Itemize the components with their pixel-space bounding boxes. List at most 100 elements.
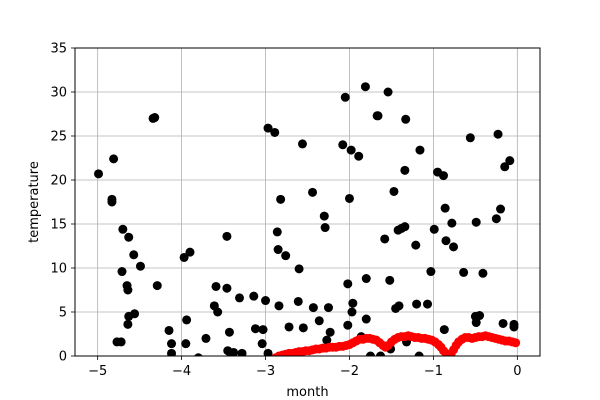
- axis-ticks: −5 −4 −3 −2 −1 0 0 5 10 15 20 25 30 35: [50, 42, 521, 380]
- scatter-point: [222, 283, 232, 293]
- scatter-point: [500, 162, 510, 172]
- scatter-point: [411, 240, 421, 250]
- scatter-point: [400, 222, 410, 232]
- plot-frame: [74, 47, 541, 357]
- scatter-point: [426, 267, 436, 277]
- scatter-point: [129, 250, 139, 260]
- scatter-point: [130, 309, 140, 319]
- scatter-point: [297, 139, 307, 149]
- scatter-point: [181, 339, 191, 349]
- scatter-point: [123, 319, 133, 329]
- scatter-point: [465, 133, 475, 143]
- scatter-point: [281, 251, 291, 261]
- scatter-point: [365, 351, 375, 356]
- scatter-series-1: [271, 331, 521, 356]
- x-tick-label: −1: [424, 364, 443, 379]
- scatter-point: [229, 347, 239, 356]
- y-tick-label: 20: [50, 174, 67, 189]
- scatter-point: [471, 318, 481, 328]
- scatter-point: [354, 151, 364, 161]
- scatter-point: [272, 227, 282, 237]
- scatter-point: [360, 82, 370, 92]
- scatter-point: [415, 145, 425, 155]
- scatter-point: [414, 351, 424, 356]
- scatter-series-0: [94, 82, 519, 356]
- scatter-point: [235, 293, 245, 303]
- scatter-point: [276, 194, 286, 204]
- scatter-point: [347, 307, 357, 317]
- scatter-point: [258, 325, 268, 335]
- scatter-point: [314, 316, 324, 326]
- scatter-point: [447, 218, 457, 228]
- scatter-point: [117, 267, 127, 277]
- x-tick-label: −2: [340, 364, 359, 379]
- scatter-point: [123, 285, 133, 295]
- x-axis-label: month: [286, 385, 328, 400]
- scatter-point: [478, 268, 488, 278]
- scatter-point: [194, 353, 203, 356]
- y-tick-label: 0: [59, 350, 67, 365]
- x-tick-label: 0: [513, 364, 521, 379]
- scatter-point: [293, 296, 303, 306]
- scatter-point: [511, 338, 521, 348]
- scatter-point: [263, 348, 273, 356]
- scatter-point: [118, 224, 128, 234]
- scatter-point: [150, 113, 160, 123]
- scatter-point: [284, 322, 294, 332]
- scatter-point: [273, 245, 283, 255]
- scatter-point: [509, 319, 519, 329]
- scatter-point: [261, 296, 271, 306]
- scatter-point: [222, 231, 232, 241]
- scatter-point: [109, 154, 119, 164]
- x-tick-label: −5: [88, 364, 107, 379]
- scatter-point: [107, 197, 117, 207]
- scatter-point: [373, 111, 383, 121]
- scatter-point: [389, 186, 399, 196]
- y-tick-label: 25: [50, 130, 67, 145]
- scatter-point: [182, 315, 192, 325]
- scatter-point: [308, 187, 318, 197]
- scatter-point: [459, 267, 469, 277]
- scatter-point: [343, 320, 353, 330]
- scatter-point: [385, 275, 395, 285]
- scatter-point: [471, 217, 481, 227]
- scatter-point: [505, 156, 515, 166]
- scatter-point: [322, 335, 332, 345]
- scatter-point: [400, 165, 410, 175]
- scatter-point: [394, 301, 404, 311]
- scatter-point: [441, 236, 451, 246]
- scatter-point: [294, 264, 304, 274]
- scatter-point: [319, 211, 329, 221]
- scatter-point: [257, 339, 267, 349]
- scatter-point: [167, 348, 177, 356]
- scatter-point: [338, 140, 348, 150]
- scatter-point: [380, 234, 390, 244]
- y-tick-label: 5: [59, 306, 67, 321]
- scatter-point: [201, 333, 211, 343]
- scatter-point: [346, 145, 356, 155]
- scatter-point: [152, 281, 162, 291]
- data-series: [94, 82, 521, 356]
- scatter-point: [270, 127, 280, 137]
- y-tick-label: 10: [50, 262, 67, 277]
- y-axis-label: temperature: [27, 161, 42, 243]
- scatter-point: [179, 252, 189, 262]
- scatter-point: [325, 327, 335, 337]
- scatter-point: [164, 325, 174, 335]
- scatter-point: [94, 169, 104, 179]
- scatter-point: [383, 87, 393, 97]
- scatter-point: [496, 204, 506, 214]
- scatter-point: [440, 203, 450, 213]
- y-tick-label: 30: [50, 86, 67, 101]
- scatter-point: [116, 337, 126, 347]
- scatter-point: [250, 324, 260, 334]
- scatter-point: [343, 279, 353, 289]
- scatter-point: [493, 129, 503, 139]
- scatter-point: [213, 307, 223, 317]
- scatter-point: [263, 123, 273, 133]
- scatter-point: [361, 314, 371, 324]
- scatter-point: [320, 223, 330, 233]
- scatter-point: [423, 299, 433, 309]
- scatter-point: [237, 348, 247, 356]
